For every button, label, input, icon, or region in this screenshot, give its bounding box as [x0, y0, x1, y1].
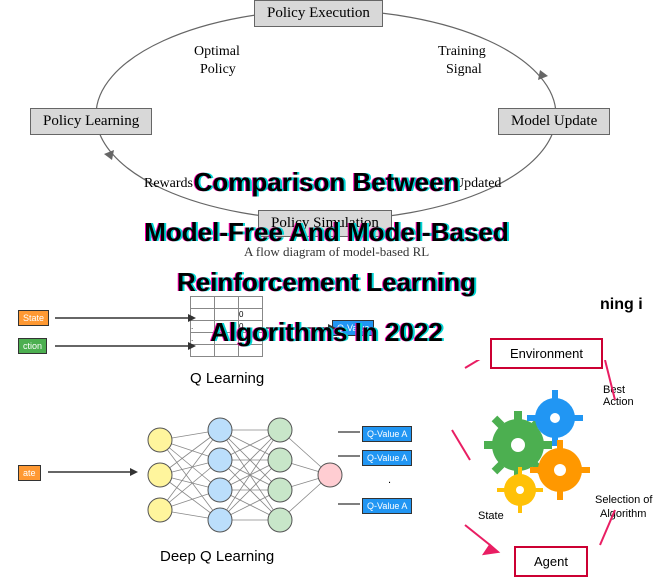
box-model-update: Model Update: [498, 108, 610, 135]
title-line-1: Comparison Between: [0, 160, 653, 204]
gears: [440, 360, 653, 560]
main-title: Comparison Between Model-Free And Model-…: [0, 154, 653, 360]
box-policy-execution: Policy Execution: [254, 0, 383, 27]
title-line-4: Algorithms In 2022: [0, 310, 653, 354]
label-optimal-2: Policy: [200, 62, 236, 78]
label-training-2: Signal: [446, 62, 482, 78]
box-policy-learning: Policy Learning: [30, 108, 152, 135]
title-line-3: Reinforcement Learning: [0, 260, 653, 304]
deep-q-label: Deep Q Learning: [160, 548, 274, 565]
title-line-2: Model-Free And Model-Based: [0, 210, 653, 254]
label-optimal-1: Optimal: [194, 44, 240, 60]
label-training-1: Training: [438, 44, 486, 60]
dq-arrows: [0, 410, 420, 550]
